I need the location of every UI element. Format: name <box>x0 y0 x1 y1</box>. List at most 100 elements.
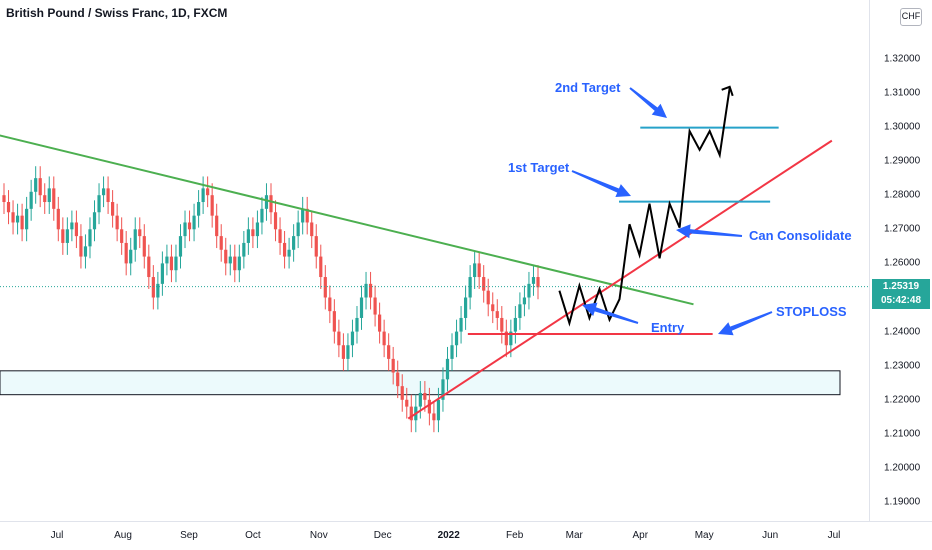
candle-body <box>441 379 445 400</box>
candle-body <box>92 212 97 230</box>
uptrend-line <box>407 139 833 420</box>
time-tick-label: Jul <box>50 530 64 541</box>
candle-body <box>65 229 69 243</box>
entry-label: Entry <box>651 320 685 335</box>
downtrend-line <box>0 134 694 306</box>
candle-body <box>391 358 395 373</box>
price-tick-label: 1.24000 <box>884 326 921 338</box>
candle-body <box>29 191 33 209</box>
candle-body <box>219 236 223 250</box>
candle-body <box>61 229 65 243</box>
candle-body <box>301 208 305 223</box>
candle-body <box>264 195 269 209</box>
candle-body <box>337 331 341 346</box>
candle-body <box>38 178 42 196</box>
time-tick-label: Jul <box>827 530 841 541</box>
symbol-title: British Pound / Swiss Franc, 1D, FXCM <box>6 6 228 20</box>
candle-body <box>400 386 404 400</box>
price-tick-label: 1.27000 <box>884 223 921 235</box>
candle-body <box>246 229 250 243</box>
candle-body <box>536 277 540 288</box>
candle-body <box>495 311 499 318</box>
second-target-label: 2nd Target <box>555 80 621 95</box>
price-tick-label: 1.26000 <box>884 257 921 269</box>
stoploss-label: STOPLOSS <box>776 304 847 319</box>
candle-body <box>106 188 110 203</box>
price-tick-label: 1.21000 <box>884 428 921 440</box>
candle-body <box>418 392 422 407</box>
candle-body <box>201 188 205 203</box>
price-tick-label: 1.32000 <box>884 53 921 65</box>
candle-body <box>287 249 291 257</box>
price-tick-label: 1.19000 <box>884 496 921 508</box>
candle-body <box>160 263 164 284</box>
candle-body <box>314 236 318 257</box>
candle-body <box>151 277 155 298</box>
candle-body <box>47 188 51 203</box>
time-tick-label: 2022 <box>437 530 460 541</box>
candle-body <box>2 195 6 203</box>
time-scale[interactable]: Jul Aug Sep Oct Nov Dec 2022 Feb Mar Apr May Jun Jul <box>0 521 932 550</box>
candle-body <box>531 277 536 284</box>
candle-body <box>251 229 255 237</box>
candle-body <box>305 208 309 223</box>
time-tick-label: May <box>694 530 714 541</box>
time-tick-label: Mar <box>565 530 583 541</box>
candle-body <box>70 222 74 230</box>
candle-body <box>165 256 169 264</box>
candle-body <box>43 195 47 203</box>
entry-arrow <box>582 302 639 324</box>
candle-body <box>350 331 355 346</box>
candle-body <box>319 256 323 278</box>
candle-body <box>83 246 88 257</box>
candle-body <box>373 297 377 315</box>
time-tick-label: Dec <box>373 530 392 541</box>
candle-body <box>74 222 79 237</box>
current-price-value: 1.25319 <box>882 280 920 292</box>
time-tick-label: Feb <box>506 530 524 541</box>
candle-body <box>210 195 214 216</box>
time-tick-label: Aug <box>114 530 132 541</box>
candle-body <box>133 229 137 250</box>
candle-body <box>196 202 201 216</box>
candle-body <box>450 345 454 359</box>
second-target-arrow <box>629 87 667 118</box>
candle-body <box>11 212 15 223</box>
time-tick-label: Nov <box>309 530 328 541</box>
price-scale[interactable]: 1.32000 1.31000 1.30000 1.29000 1.28000 1.270… <box>869 0 932 522</box>
candle-body <box>269 195 273 213</box>
candle-body <box>504 331 508 346</box>
candle-body <box>527 283 531 298</box>
candle-body <box>88 229 92 247</box>
stoploss-arrow <box>718 311 773 336</box>
candle-body <box>147 256 151 278</box>
bar-countdown: 05:42:48 <box>880 294 922 306</box>
candle-body <box>20 215 24 230</box>
time-tick-label: Apr <box>632 530 649 541</box>
candle-body <box>237 256 241 271</box>
candle-body <box>183 222 187 237</box>
candle-body <box>255 222 260 237</box>
candle-body <box>486 290 490 305</box>
candle-body <box>129 249 133 264</box>
candle-body <box>296 222 300 237</box>
current-price-label: 1.25319 05:42:48 <box>872 278 930 309</box>
candle-body <box>187 222 192 230</box>
candle-body <box>423 392 427 400</box>
candle-body <box>405 399 409 407</box>
candle-body <box>192 215 196 230</box>
candle-body <box>25 208 29 230</box>
candle-body <box>282 242 287 257</box>
candle-body <box>310 222 314 237</box>
candle-body <box>513 317 517 332</box>
candle-body <box>79 236 83 257</box>
candle-body <box>6 202 11 213</box>
currency-button[interactable]: CHF <box>900 8 922 26</box>
candle-body <box>111 202 115 216</box>
candle-body <box>382 331 386 346</box>
time-tick-label: Jun <box>762 530 779 541</box>
candle-body <box>142 236 146 257</box>
candle-body <box>206 188 210 196</box>
